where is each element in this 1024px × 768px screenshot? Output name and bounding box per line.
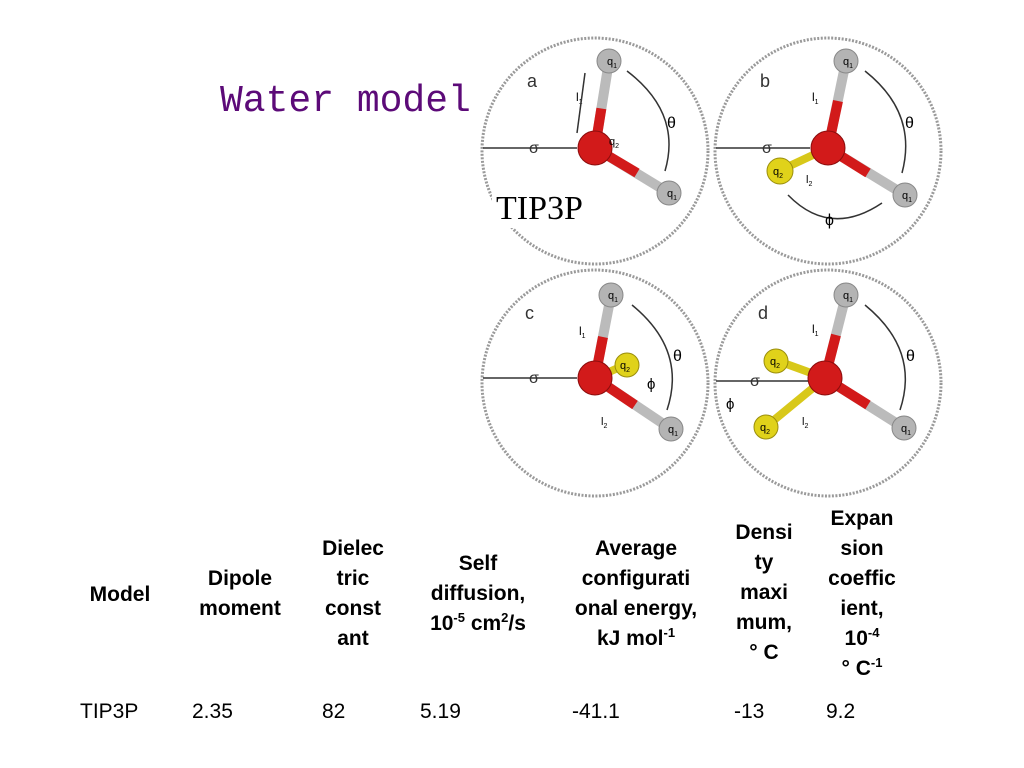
water-model-diagram-a: a q1 q1 q2 l1 θ σ [477,33,713,269]
header-dielectric: Dielec tric const ant [322,537,384,650]
q1-label: q1 [668,424,678,438]
sigma-label: σ [529,140,539,157]
extra-site [763,348,789,374]
header-expansion-coefficient: Expan sion coeffic ient, 10-4 ° C-1 [828,507,896,680]
diagram-c-svg: c q1 q1 q2 l1 l2 θ ϕ σ [480,268,710,498]
header-density-maximum: Densi ty maxi mum, ° C [735,521,793,664]
q2-label: q2 [760,422,770,436]
panel-letter: d [758,303,768,323]
q1-label: q1 [667,188,677,202]
l1-label: l1 [812,90,819,106]
q1-label: q1 [608,290,618,304]
l2-label: l2 [601,416,607,430]
extra-site [753,414,779,440]
l1-arrow [576,72,586,134]
diagram-a-svg: a q1 q1 q2 l1 θ σ [480,36,710,266]
header-dipole: Dipole moment [199,567,281,620]
theta-arc [626,70,670,172]
water-model-diagram-b: b q1 q1 q2 l1 l2 θ ϕ σ [710,33,946,269]
l1-label: l1 [579,324,586,340]
phi-label: ϕ [647,376,655,393]
water-model-diagram-c: c q1 q1 q2 l1 l2 θ ϕ σ [477,265,713,501]
l1-label: l1 [812,322,819,338]
oxygen-atom [807,360,843,396]
sigma-label: σ [762,140,772,157]
q1-label: q1 [843,290,853,304]
hydrogen-atom [658,416,684,442]
theta-arc [864,70,907,174]
hydrogen-atom [598,282,624,308]
sigma-label: σ [750,373,760,390]
cell-density-maximum: -13 [734,700,765,723]
header-model: Model [89,583,151,606]
phi-label: ϕ [825,212,834,229]
water-model-diagram-d: d q1 q1 q2 q2 l1 l2 θ ϕ σ [710,265,946,501]
q1-label: q1 [607,56,617,70]
theta-arc [864,304,907,411]
q1-label: q1 [901,423,911,437]
hydrogen-atom [656,180,682,206]
slide-title: Water model [220,80,471,123]
phi-arc [787,194,883,220]
l2-label: l2 [802,416,808,430]
oxygen-atom [810,130,846,166]
hydrogen-atom [892,182,918,208]
header-self-diffusion: Self diffusion, 10-5 cm2/s [430,552,526,635]
theta-label: θ [667,115,676,132]
hydrogen-atom [833,282,859,308]
q2-label: q2 [773,166,783,180]
panel-letter: a [527,71,538,91]
extra-site [766,157,794,185]
hydrogen-atom [891,415,917,441]
theta-label: θ [673,348,682,365]
diagram-d-svg: d q1 q1 q2 q2 l1 l2 θ ϕ σ [713,268,943,498]
cell-dielectric: 82 [322,700,346,723]
cell-average-energy: -41.1 [572,700,620,723]
panel-letter: c [525,303,534,323]
l2-label: l2 [806,174,812,188]
oxygen-atom [577,360,613,396]
q2-label: q2 [770,356,780,370]
sigma-label: σ [529,370,539,387]
theta-label: θ [906,348,915,365]
q2-label: q2 [609,136,619,150]
oxygen-atom [577,130,613,166]
q1-label: q1 [843,56,853,70]
header-average-energy: Average configurati onal energy, kJ mol-… [574,537,698,650]
q2-label: q2 [620,360,630,374]
diagram-b-svg: b q1 q1 q2 l1 l2 θ ϕ σ [713,36,943,266]
cell-model: TIP3P [80,700,139,723]
extra-site [614,352,640,378]
panel-letter: b [760,71,770,91]
cell-self-diffusion: 5.19 [420,700,461,723]
hydrogen-atom [833,48,859,74]
phi-label: ϕ [726,396,734,413]
theta-label: θ [905,115,914,132]
q1-label: q1 [902,190,912,204]
tip3p-label: TIP3P [492,190,587,228]
cell-dipole: 2.35 [192,700,233,723]
cell-expansion: 9.2 [826,700,856,723]
theta-arc [631,304,674,411]
hydrogen-atom [596,48,622,74]
